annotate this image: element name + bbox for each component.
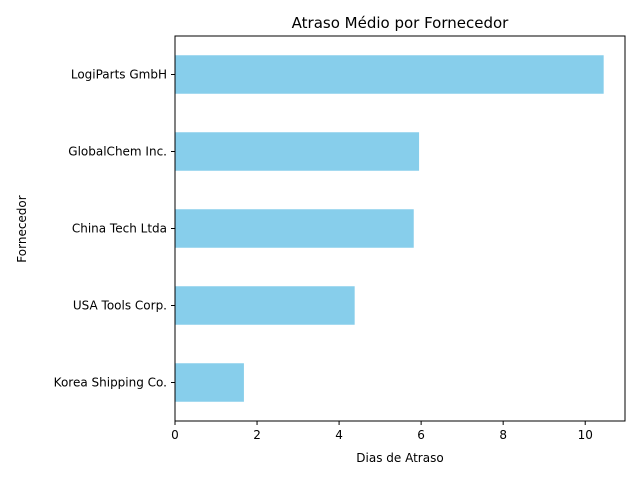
bar-3: [175, 286, 355, 325]
y-axis: LogiParts GmbH GlobalChem Inc. China Tech …: [54, 68, 175, 390]
x-tick-label: 0: [171, 428, 179, 442]
x-tick-label: 6: [417, 428, 425, 442]
bar-4: [175, 363, 244, 402]
chart-title: Atraso Médio por Fornecedor: [292, 14, 510, 32]
bar-1: [175, 132, 420, 171]
y-tick-label: LogiParts GmbH: [71, 68, 167, 82]
y-tick-label: Korea Shipping Co.: [54, 376, 167, 390]
bar-0: [175, 55, 604, 94]
x-tick-label: 10: [578, 428, 593, 442]
x-tick-label: 2: [253, 428, 261, 442]
x-axis-label: Dias de Atraso: [356, 451, 443, 465]
x-tick-label: 4: [335, 428, 343, 442]
bars-layer: [175, 55, 604, 402]
y-axis-label: Fornecedor: [15, 195, 29, 262]
x-tick-label: 8: [499, 428, 507, 442]
y-tick-label: USA Tools Corp.: [73, 299, 167, 313]
bar-2: [175, 209, 414, 248]
y-tick-label: GlobalChem Inc.: [68, 145, 167, 159]
y-tick-label: China Tech Ltda: [72, 222, 167, 236]
x-axis: 0 2 4 6 8 10: [171, 421, 593, 442]
